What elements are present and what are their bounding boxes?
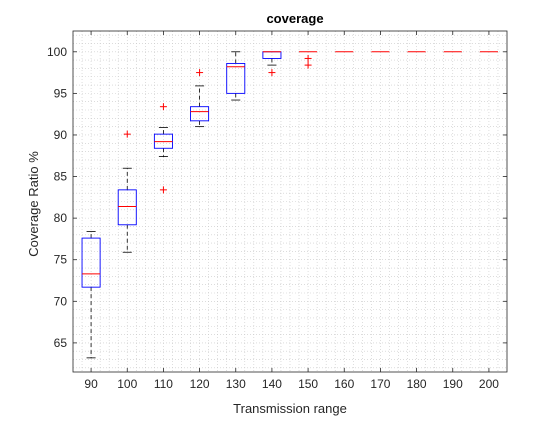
outlier-marker xyxy=(304,61,312,69)
x-tick-label: 130 xyxy=(226,377,246,391)
x-tick-label: 100 xyxy=(117,377,137,391)
box-group-150 xyxy=(299,51,318,69)
y-tick-label: 85 xyxy=(54,170,68,184)
outlier-marker xyxy=(268,69,276,77)
y-tick-label: 75 xyxy=(54,253,68,267)
box-iqr xyxy=(226,62,246,94)
grid-layer xyxy=(73,31,507,372)
x-tick-label: 90 xyxy=(84,377,98,391)
box-group-90 xyxy=(81,231,101,359)
outlier-marker xyxy=(159,103,167,111)
x-tick-label: 180 xyxy=(407,377,427,391)
x-tick-label: 140 xyxy=(262,377,282,391)
axes-frame xyxy=(72,30,508,373)
outlier-marker xyxy=(159,186,167,194)
y-tick-label: 65 xyxy=(54,336,68,350)
y-tick-label: 90 xyxy=(54,128,68,142)
x-tick-label: 120 xyxy=(190,377,210,391)
box-group-100 xyxy=(117,130,137,253)
x-axis-label: Transmission range xyxy=(233,401,347,416)
y-axis-label: Coverage Ratio % xyxy=(26,151,41,257)
box-group-110 xyxy=(153,103,173,194)
x-tick-label: 200 xyxy=(479,377,499,391)
box-group-130 xyxy=(226,51,246,101)
box-iqr xyxy=(117,189,137,226)
y-tick-label: 70 xyxy=(54,294,68,308)
y-tick-label: 80 xyxy=(54,211,68,225)
x-tick-label: 190 xyxy=(443,377,463,391)
marks-layer xyxy=(81,51,498,359)
box-iqr xyxy=(190,106,210,122)
x-tick-label: 170 xyxy=(370,377,390,391)
outlier-marker xyxy=(123,130,131,138)
outlier-marker xyxy=(304,54,312,62)
x-tick-label: 150 xyxy=(298,377,318,391)
box-group-140 xyxy=(262,51,282,77)
chart-title: coverage xyxy=(266,11,323,26)
x-tick-label: 160 xyxy=(334,377,354,391)
x-tick-label: 110 xyxy=(154,377,173,391)
outlier-marker xyxy=(196,69,204,77)
axes-layer: 65 70 75 80 85 90 95 100 90 100 110 120 130 140 150 160… xyxy=(47,30,508,391)
y-tick-label: 95 xyxy=(54,86,68,100)
box-iqr xyxy=(81,237,101,288)
y-tick-label: 100 xyxy=(47,45,67,59)
box-group-120 xyxy=(190,69,210,128)
